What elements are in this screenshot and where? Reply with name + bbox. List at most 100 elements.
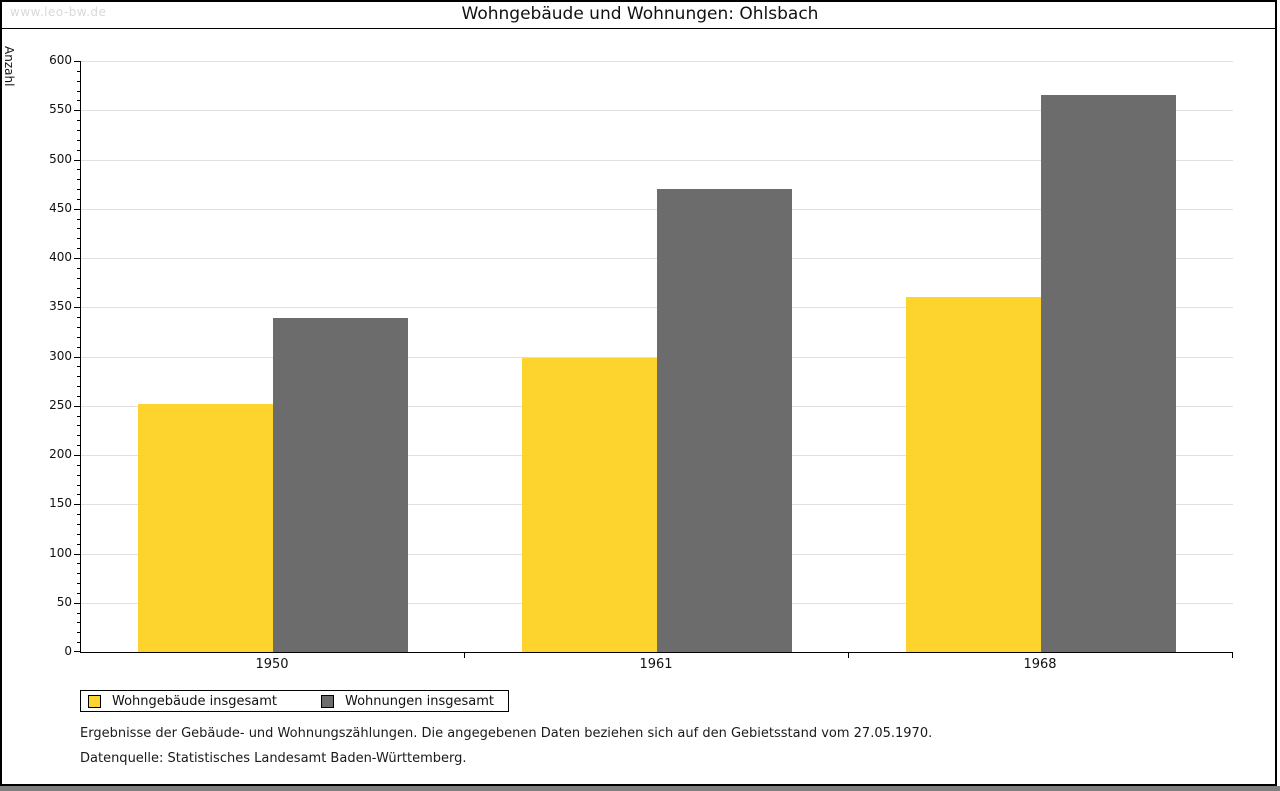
y-minor-tick: [77, 514, 80, 516]
y-major-tick: [74, 159, 80, 161]
x-boundary-tick: [464, 653, 465, 658]
y-minor-tick: [77, 228, 80, 230]
legend-item-wohngebaeude: Wohngebäude insgesamt: [88, 694, 277, 709]
bar-wohnungen-1950: [273, 318, 408, 652]
y-minor-tick: [77, 563, 80, 565]
y-minor-tick: [77, 149, 80, 151]
y-tick-label: 50: [56, 594, 72, 609]
y-tick-label: 100: [49, 545, 72, 560]
y-minor-tick: [77, 90, 80, 92]
y-tick-label: 550: [49, 102, 72, 117]
y-minor-tick: [77, 317, 80, 319]
y-minor-tick: [77, 484, 80, 486]
y-major-tick: [74, 405, 80, 407]
gridline: [81, 159, 1233, 161]
y-tick-label: 0: [64, 644, 72, 658]
y-minor-tick: [77, 425, 80, 427]
y-tick-label: 450: [49, 200, 72, 215]
y-major-tick: [74, 455, 80, 456]
y-minor-tick: [77, 129, 80, 131]
x-axis-end-tick: [1232, 653, 1233, 658]
y-major-tick: [74, 110, 80, 112]
y-tick-label: 250: [49, 397, 72, 412]
y-tick-label: 300: [49, 348, 72, 363]
bar-wohnungen-1968: [1041, 94, 1176, 652]
x-boundary-tick: [848, 653, 849, 658]
y-minor-tick: [77, 543, 80, 545]
legend-label-wohngebaeude: Wohngebäude insgesamt: [112, 693, 277, 709]
plot-area: [74, 61, 1233, 653]
y-minor-tick: [77, 583, 80, 585]
y-minor-tick: [77, 287, 80, 289]
y-minor-tick: [77, 80, 80, 82]
y-minor-tick: [77, 100, 80, 102]
y-minor-tick: [77, 445, 80, 447]
y-minor-tick: [77, 326, 80, 328]
y-major-tick: [74, 504, 80, 506]
y-minor-tick: [77, 366, 80, 368]
y-minor-tick: [77, 592, 80, 594]
y-major-tick: [74, 61, 80, 62]
y-minor-tick: [77, 120, 80, 122]
x-tick-label: 1961: [639, 657, 673, 672]
y-minor-tick: [77, 169, 80, 171]
y-minor-tick: [77, 386, 80, 388]
y-minor-tick: [77, 189, 80, 191]
y-tick-label: 350: [49, 299, 72, 314]
chart-title: Wohngebäude und Wohnungen: Ohlsbach: [461, 4, 819, 24]
y-minor-tick: [77, 494, 80, 496]
y-minor-tick: [77, 179, 80, 181]
y-axis-title: Anzahl: [2, 46, 16, 87]
bar-wohngebaeude-1950: [138, 403, 273, 652]
legend: Wohngebäude insgesamt Wohnungen insgesam…: [80, 690, 509, 712]
y-tick-label: 600: [49, 53, 72, 67]
y-minor-tick: [77, 474, 80, 476]
y-major-tick: [74, 258, 80, 259]
y-minor-tick: [77, 336, 80, 338]
y-minor-tick: [77, 297, 80, 299]
y-tick-label: 400: [49, 250, 72, 264]
x-tick-label: 1950: [255, 657, 289, 672]
y-minor-tick: [77, 139, 80, 141]
y-minor-tick: [77, 573, 80, 575]
y-minor-tick: [77, 622, 80, 624]
bar-wohngebaeude-1961: [522, 358, 657, 652]
y-minor-tick: [77, 632, 80, 634]
y-major-tick: [74, 307, 80, 309]
y-major-tick: [74, 208, 80, 210]
y-minor-tick: [77, 523, 80, 525]
y-minor-tick: [77, 238, 80, 240]
x-tick-label: 1968: [1023, 657, 1057, 672]
legend-item-wohnungen: Wohnungen insgesamt: [321, 694, 494, 709]
y-minor-tick: [77, 218, 80, 220]
y-minor-tick: [77, 533, 80, 535]
y-tick-label: 200: [49, 447, 72, 461]
y-tick-label: 150: [49, 496, 72, 511]
footnote-line1: Ergebnisse der Gebäude- und Wohnungszähl…: [80, 726, 933, 741]
y-minor-tick: [77, 277, 80, 279]
legend-swatch-wohnungen: [321, 694, 334, 708]
y-minor-tick: [77, 395, 80, 397]
watermark: www.leo-bw.de: [10, 5, 107, 19]
y-tick-label: 500: [49, 151, 72, 166]
y-minor-tick: [77, 248, 80, 250]
y-major-tick: [74, 356, 80, 358]
y-minor-tick: [77, 415, 80, 417]
gridline: [81, 110, 1233, 112]
y-major-tick: [74, 553, 80, 555]
y-minor-tick: [77, 435, 80, 437]
header-divider: [2, 28, 1276, 29]
y-minor-tick: [77, 464, 80, 466]
y-minor-tick: [77, 642, 80, 644]
y-major-tick: [74, 602, 80, 604]
y-minor-tick: [77, 198, 80, 200]
y-minor-tick: [77, 70, 80, 72]
legend-swatch-wohngebaeude: [88, 694, 101, 708]
bar-wohnungen-1961: [657, 189, 792, 652]
bar-wohngebaeude-1968: [906, 297, 1041, 652]
y-major-tick: [74, 651, 80, 652]
footnote-line2: Datenquelle: Statistisches Landesamt Bad…: [80, 751, 467, 766]
y-minor-tick: [77, 612, 80, 614]
y-minor-tick: [77, 376, 80, 378]
legend-label-wohnungen: Wohnungen insgesamt: [345, 693, 494, 709]
